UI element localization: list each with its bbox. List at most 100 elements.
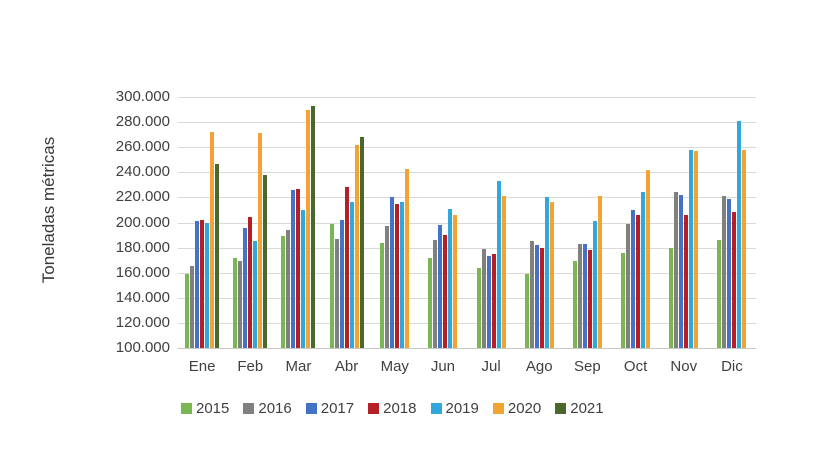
bar-Dic-2017 bbox=[727, 198, 732, 348]
gridline bbox=[178, 272, 756, 274]
bar-Jul-2019 bbox=[496, 181, 501, 348]
legend-swatch bbox=[492, 403, 504, 414]
bar-Feb-2020 bbox=[258, 133, 263, 348]
gridline bbox=[178, 197, 756, 199]
bar-Jun-2017 bbox=[438, 225, 443, 348]
legend-label: 2018 bbox=[383, 400, 417, 417]
bar-Jun-2020 bbox=[453, 214, 458, 348]
bar-Sep-2015 bbox=[572, 261, 577, 348]
legend-swatch bbox=[305, 403, 317, 414]
bar-Dic-2020 bbox=[742, 149, 747, 348]
legend-swatch bbox=[181, 403, 192, 414]
bar-Ene-2018 bbox=[200, 219, 205, 348]
bar-Ene-2020 bbox=[210, 132, 215, 348]
legend-label: 2015 bbox=[196, 400, 230, 417]
legend-item-2015: 2015 bbox=[181, 400, 229, 417]
bar-Nov-2020 bbox=[694, 150, 699, 348]
x-tick-label: Ene bbox=[188, 358, 216, 375]
bar-Jul-2016 bbox=[481, 248, 486, 348]
bar-Sep-2016 bbox=[577, 243, 582, 348]
bar-Abr-2019 bbox=[349, 202, 354, 348]
x-tick-label: Feb bbox=[237, 358, 264, 375]
bar-Mar-2021 bbox=[311, 105, 316, 348]
bar-Jun-2015 bbox=[428, 257, 433, 348]
bar-Abr-2016 bbox=[334, 238, 339, 348]
bar-Nov-2019 bbox=[689, 149, 694, 348]
bar-Ene-2021 bbox=[215, 163, 220, 348]
x-tick-label: Abr bbox=[334, 358, 359, 375]
bar-Mar-2017 bbox=[291, 189, 296, 348]
bar-Oct-2017 bbox=[631, 209, 636, 348]
bar-Feb-2019 bbox=[253, 241, 258, 348]
y-tick-label: 240.000 bbox=[115, 163, 170, 181]
x-tick-label: Ago bbox=[525, 358, 553, 375]
bar-Nov-2016 bbox=[674, 192, 679, 348]
y-tick-label: 260.000 bbox=[115, 138, 170, 156]
bar-May-2018 bbox=[395, 203, 400, 348]
bar-Feb-2015 bbox=[233, 257, 238, 348]
bar-Jun-2019 bbox=[448, 208, 453, 348]
gridline bbox=[178, 172, 756, 174]
y-axis-title: Toneladas métricas bbox=[39, 136, 58, 284]
bar-May-2020 bbox=[405, 168, 410, 348]
bar-Sep-2018 bbox=[587, 250, 592, 348]
bar-Mar-2018 bbox=[296, 188, 301, 348]
bar-Jul-2017 bbox=[486, 256, 491, 348]
legend-item-2019: 2019 bbox=[430, 400, 479, 417]
bar-Ago-2018 bbox=[539, 247, 544, 348]
x-tick-label: Dic bbox=[721, 358, 743, 375]
y-tick-label: 200.000 bbox=[115, 213, 170, 231]
y-tick-label: 300.000 bbox=[115, 88, 170, 105]
y-tick-label: 120.000 bbox=[115, 313, 170, 331]
bar-Dic-2016 bbox=[722, 196, 727, 348]
bar-Ene-2015 bbox=[185, 273, 190, 348]
bar-Mar-2015 bbox=[281, 236, 286, 348]
y-tick-label: 220.000 bbox=[115, 188, 170, 206]
x-tick-label: Jul bbox=[481, 358, 501, 375]
bar-Jul-2020 bbox=[501, 196, 506, 348]
gridline bbox=[178, 147, 756, 149]
legend-item-2020: 2020 bbox=[492, 400, 541, 417]
gridline bbox=[178, 322, 756, 324]
x-tick-label: Mar bbox=[285, 358, 312, 375]
legend: 2015 2016 2017 2018 2019 2020 2021 bbox=[181, 400, 604, 417]
bar-Abr-2020 bbox=[354, 144, 359, 348]
bar-Oct-2020 bbox=[646, 169, 651, 348]
bar-Ene-2019 bbox=[205, 222, 210, 348]
legend-label: 2021 bbox=[570, 400, 604, 417]
bar-Ago-2020 bbox=[549, 202, 554, 348]
bar-Abr-2015 bbox=[329, 223, 334, 348]
bar-Abr-2018 bbox=[344, 187, 349, 348]
legend-swatch bbox=[243, 403, 255, 414]
gridline bbox=[178, 222, 756, 224]
bar-Mar-2016 bbox=[286, 230, 291, 348]
bar-Ago-2017 bbox=[534, 245, 539, 348]
x-tick-label: May bbox=[380, 358, 409, 375]
bar-Mar-2019 bbox=[301, 209, 306, 348]
legend-item-2021: 2021 bbox=[555, 400, 604, 417]
y-tick-label: 280.000 bbox=[115, 113, 170, 131]
y-tick-label: 160.000 bbox=[115, 263, 170, 281]
bar-Feb-2016 bbox=[238, 261, 243, 348]
gridline bbox=[178, 97, 756, 98]
legend-item-2016: 2016 bbox=[243, 400, 292, 417]
bar-May-2016 bbox=[385, 226, 390, 348]
x-tick-label: Nov bbox=[670, 358, 698, 375]
legend-item-2017: 2017 bbox=[305, 400, 354, 417]
bar-Ene-2017 bbox=[195, 221, 200, 348]
bar-Mar-2020 bbox=[306, 109, 311, 348]
bar-Ago-2019 bbox=[544, 197, 549, 348]
bar-May-2015 bbox=[380, 242, 385, 348]
bar-Sep-2019 bbox=[592, 221, 597, 348]
bar-Oct-2015 bbox=[621, 252, 626, 348]
bar-Abr-2017 bbox=[339, 219, 344, 348]
bar-Nov-2017 bbox=[679, 194, 684, 348]
bar-Nov-2018 bbox=[684, 214, 689, 348]
legend-item-2018: 2018 bbox=[368, 400, 417, 417]
bar-Dic-2018 bbox=[732, 212, 737, 348]
legend-swatch bbox=[368, 403, 380, 414]
y-tick-label: 140.000 bbox=[115, 288, 170, 306]
bar-Sep-2020 bbox=[597, 196, 602, 348]
gridline bbox=[178, 348, 756, 349]
bar-May-2017 bbox=[390, 197, 395, 348]
